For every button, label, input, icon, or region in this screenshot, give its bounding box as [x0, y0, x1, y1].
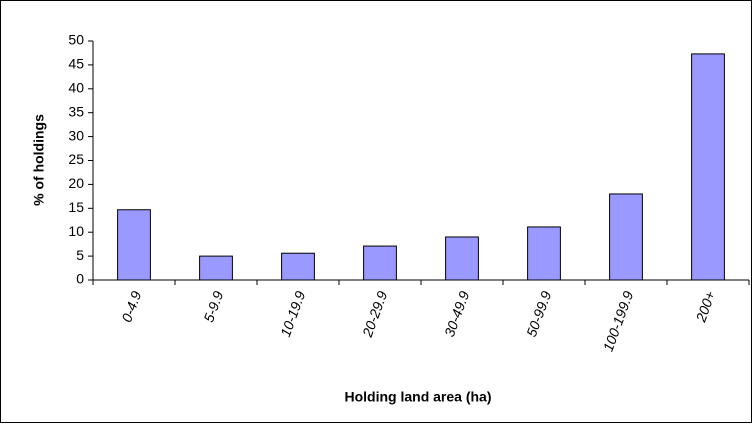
y-tick-label: 50 [68, 32, 84, 48]
bar [609, 193, 643, 281]
y-tick-label: 15 [68, 199, 84, 215]
bar [117, 209, 151, 281]
bar [527, 226, 561, 281]
bar [281, 252, 315, 281]
y-tick-label: 20 [68, 175, 84, 191]
bar [691, 53, 725, 281]
y-tick-label: 10 [68, 223, 84, 239]
bar [363, 245, 397, 281]
y-tick-label: 45 [68, 56, 84, 72]
x-axis-title: Holding land area (ha) [344, 389, 491, 405]
y-tick-label: 30 [68, 127, 84, 143]
bar [445, 236, 479, 281]
y-tick-label: 0 [76, 271, 84, 287]
y-tick-label: 25 [68, 151, 84, 167]
y-tick-label: 40 [68, 80, 84, 96]
y-tick-label: 5 [76, 247, 84, 263]
y-axis-title: % of holdings [31, 114, 47, 206]
bar [199, 255, 233, 281]
y-tick-label: 35 [68, 103, 84, 119]
